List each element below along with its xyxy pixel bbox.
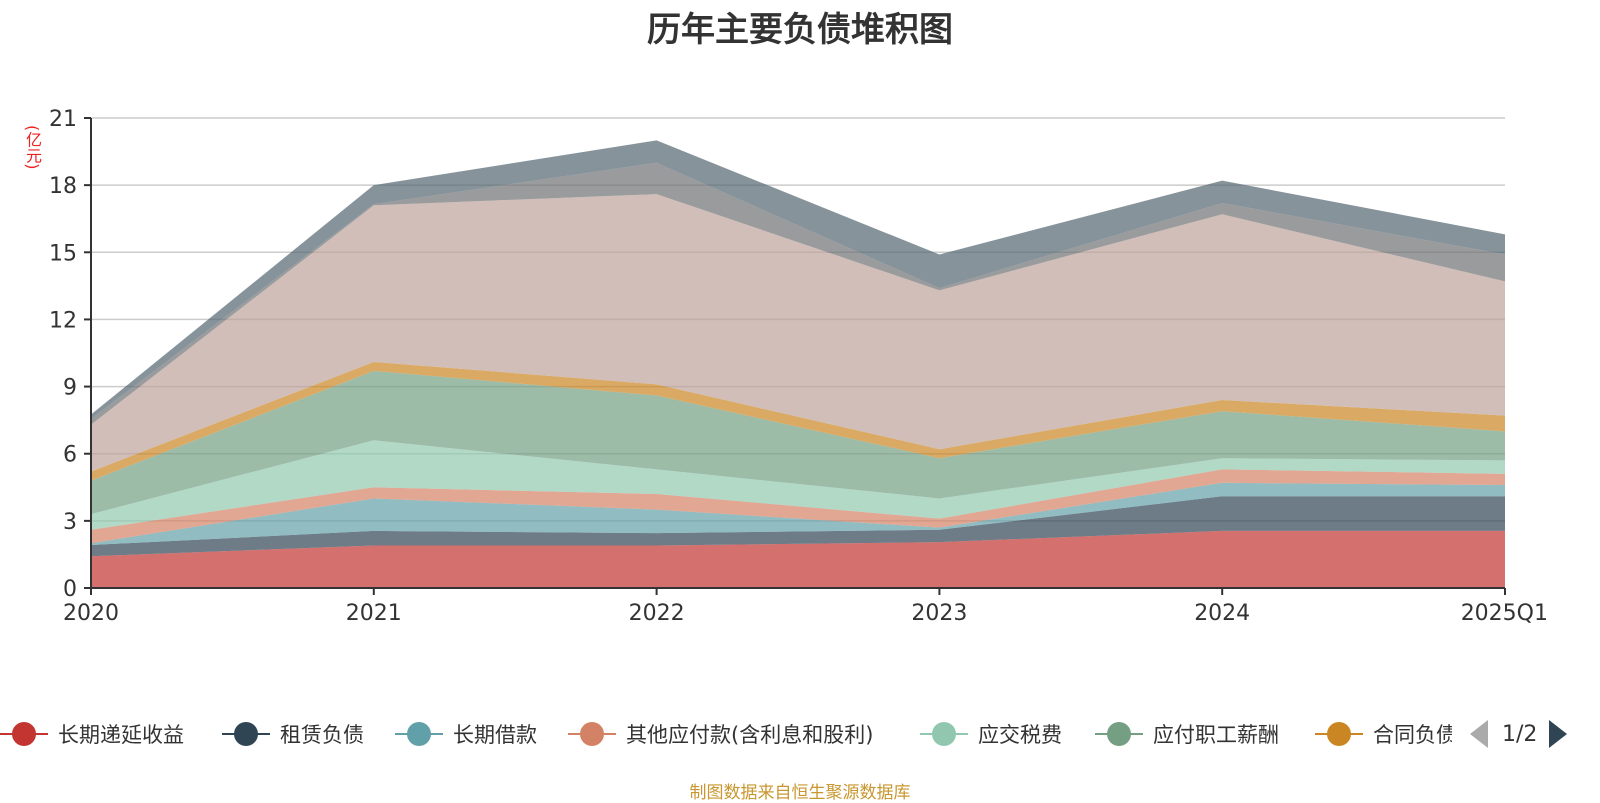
y-tick-label: 6 <box>63 443 77 468</box>
area-layers <box>91 140 1505 588</box>
legend-label: 租赁负债 <box>280 723 364 747</box>
legend-item[interactable]: 合同负债 <box>1315 716 1452 752</box>
area-series-2 <box>91 482 1505 546</box>
axes: 0 3 6 9 12 15 18 21 2020 2021 2022 2023 2024 2025Q1 <box>49 107 1548 626</box>
legend-marker-icon <box>1315 721 1363 747</box>
x-tick-label: 2025Q1 <box>1461 601 1548 626</box>
legend-label: 应交税费 <box>978 723 1062 747</box>
y-tick-label: 15 <box>49 241 77 266</box>
legend-label: 合同负债 <box>1373 723 1452 747</box>
legend-pager: 1/2 <box>1470 716 1568 752</box>
area-series-9 <box>91 140 1505 420</box>
chart-title: 历年主要负债堆积图 <box>647 10 953 50</box>
legend-item[interactable]: 长期借款 <box>395 716 537 752</box>
legend-marker-icon <box>920 721 968 747</box>
data-source-footer: 制图数据来自恒生聚源数据库 <box>689 783 911 803</box>
legend-marker-icon <box>395 721 443 747</box>
legend-item[interactable]: 应交税费 <box>920 716 1062 752</box>
area-series-0 <box>91 530 1505 588</box>
legend-prev-page-icon[interactable] <box>1470 720 1488 748</box>
legend-label: 其他应付款(含利息和股利) <box>626 723 874 747</box>
legend-item[interactable]: 长期递延收益 <box>0 716 184 752</box>
y-tick-label: 3 <box>63 510 77 535</box>
legend: 长期递延收益 租赁负债 长期借款 其他应付款(含利息和股利) 应交税费 应付职工薪酬 合同负… <box>0 716 1600 752</box>
y-tick-label: 9 <box>63 376 77 401</box>
area-series-5 <box>91 370 1505 515</box>
area-series-6 <box>91 361 1505 481</box>
legend-marker-icon <box>0 721 48 747</box>
legend-label: 应付职工薪酬 <box>1153 723 1279 747</box>
area-series-7 <box>91 194 1505 472</box>
legend-marker-icon <box>568 721 616 747</box>
x-tick-label: 2022 <box>629 601 685 626</box>
y-tick-label: 12 <box>49 308 77 333</box>
y-axis-unit-label: (亿元) <box>23 125 42 170</box>
legend-marker-icon <box>222 721 270 747</box>
area-series-1 <box>91 496 1505 557</box>
legend-item[interactable]: 其他应付款(含利息和股利) <box>568 716 873 752</box>
legend-label: 长期递延收益 <box>58 723 184 747</box>
legend-items: 长期递延收益 租赁负债 长期借款 其他应付款(含利息和股利) 应交税费 应付职工薪酬 合同负… <box>0 716 1452 752</box>
y-tick-label: 18 <box>49 174 77 199</box>
stacked-area-chart: 0 3 6 9 12 15 18 21 2020 2021 2022 2023 2024 2025Q1 <box>49 107 1548 626</box>
x-tick-label: 2023 <box>911 601 967 626</box>
legend-page-indicator: 1/2 <box>1502 721 1538 747</box>
area-series-8 <box>91 162 1505 425</box>
legend-label: 长期借款 <box>453 723 537 747</box>
legend-marker-icon <box>1095 721 1143 747</box>
x-tick-label: 2020 <box>63 601 119 626</box>
legend-next-page-icon[interactable] <box>1549 720 1568 748</box>
legend-item[interactable]: 租赁负债 <box>222 716 364 752</box>
legend-item[interactable]: 应付职工薪酬 <box>1095 716 1279 752</box>
x-tick-label: 2024 <box>1194 601 1250 626</box>
y-tick-label: 0 <box>63 577 77 602</box>
y-tick-label: 21 <box>49 107 77 132</box>
x-tick-label: 2021 <box>346 601 402 626</box>
area-series-4 <box>91 440 1505 530</box>
